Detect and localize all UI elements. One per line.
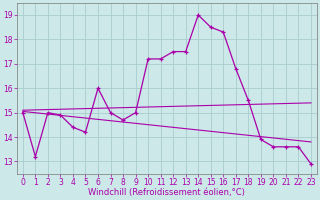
X-axis label: Windchill (Refroidissement éolien,°C): Windchill (Refroidissement éolien,°C) (88, 188, 245, 197)
